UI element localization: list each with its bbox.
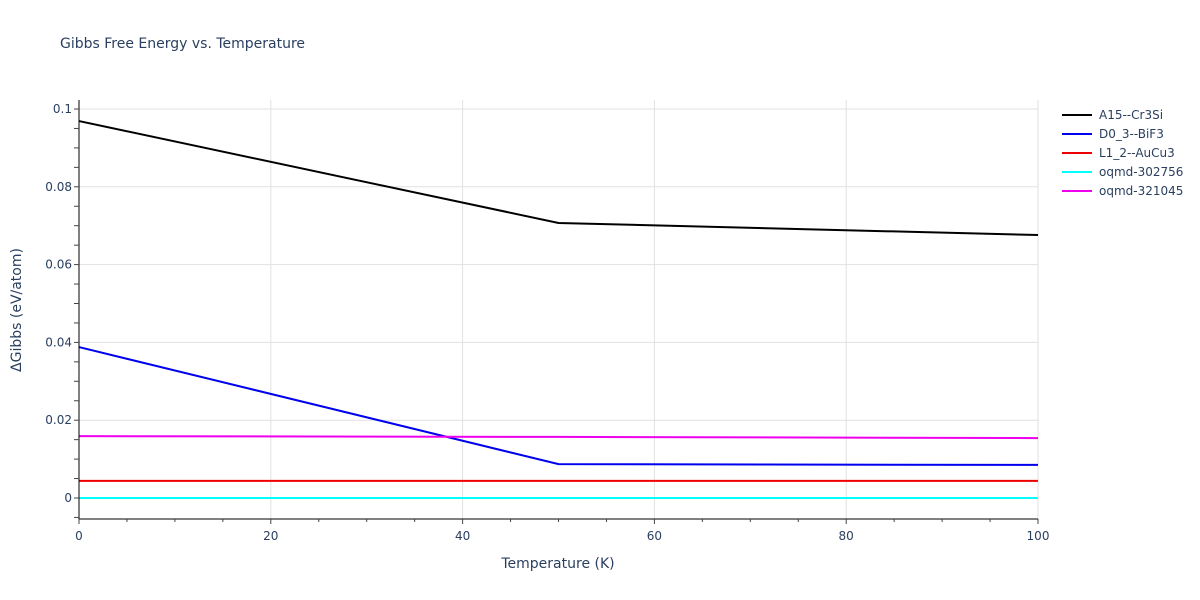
legend-line-swatch-icon [1062,151,1092,154]
series-lines [78,120,1039,499]
legend-label: A15--Cr3Si [1099,107,1164,122]
x-tick-label: 20 [263,529,278,543]
y-axis-label: ΔGibbs (eV/atom) [9,248,25,372]
legend-item[interactable]: D0_3--BiF3 [1062,124,1183,143]
x-tick-label: 60 [647,529,662,543]
y-tick-label: 0.08 [45,180,72,194]
gridlines [78,100,1039,519]
legend-item[interactable]: A15--Cr3Si [1062,105,1183,124]
legend-line-swatch-icon [1062,113,1092,116]
legend-label: oqmd-302756 [1099,164,1184,179]
legend-line-swatch-icon [1062,189,1092,192]
legend-line-swatch-icon [1062,170,1092,173]
legend: A15--Cr3Si D0_3--BiF3 L1_2--AuCu3 oqmd-3027… [1062,105,1183,200]
legend-item[interactable]: oqmd-321045 [1062,181,1183,200]
chart-title: Gibbs Free Energy vs. Temperature [60,36,306,52]
x-tick-label: 100 [1027,529,1050,543]
series-line[interactable] [78,346,1039,466]
y-tick-label: 0.1 [53,102,72,116]
legend-label: oqmd-321045 [1099,183,1184,198]
y-tick-label: 0.02 [45,413,72,427]
x-tick-label: 0 [75,529,83,543]
series-line[interactable] [78,435,1039,440]
series-line[interactable] [78,120,1039,237]
legend-item[interactable]: L1_2--AuCu3 [1062,143,1183,162]
legend-label: D0_3--BiF3 [1099,126,1164,141]
x-tick-label: 40 [455,529,470,543]
axes: 0 20 40 60 80 100 0 0.02 0.04 0.06 0.08 0.1 [45,100,1049,543]
y-tick-label: 0 [64,491,72,505]
x-axis-label: Temperature (K) [500,556,614,572]
legend-item[interactable]: oqmd-302756 [1062,162,1183,181]
legend-label: L1_2--AuCu3 [1099,145,1175,160]
x-tick-label: 80 [839,529,854,543]
legend-line-swatch-icon [1062,132,1092,135]
y-tick-label: 0.06 [45,258,72,272]
y-tick-label: 0.04 [45,335,72,349]
